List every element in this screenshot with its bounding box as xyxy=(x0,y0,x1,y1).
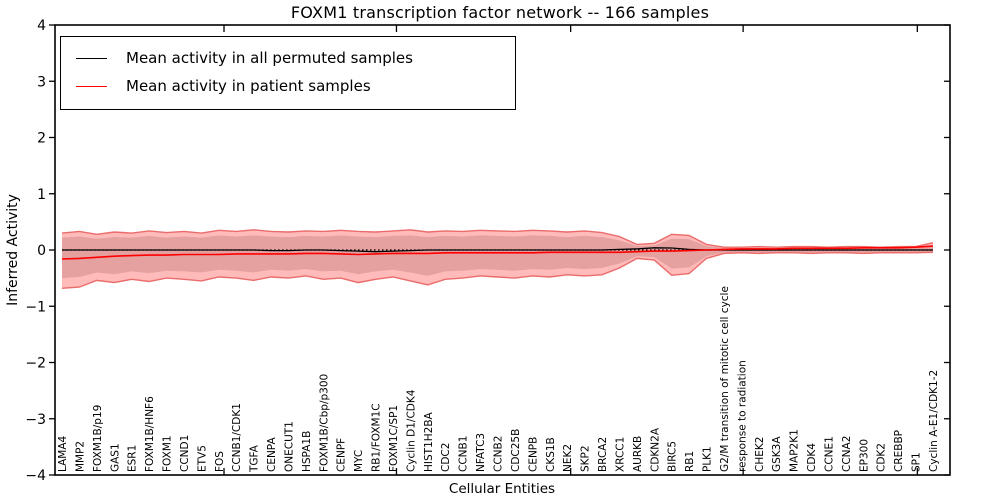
patient-std-band xyxy=(62,229,933,289)
x-category-label: FOXM1B/HNF6 xyxy=(144,396,156,472)
x-category-label: ESR1 xyxy=(127,445,139,472)
x-category-label: CCNB1 xyxy=(458,436,470,472)
x-category-label: TGFA xyxy=(249,444,261,473)
y-tick-label: 2 xyxy=(37,131,46,147)
x-category-label: FOS xyxy=(214,451,226,472)
x-category-label: MMP2 xyxy=(74,441,86,472)
x-category-label: CDK2 xyxy=(876,443,888,472)
permuted-std-band xyxy=(62,235,933,279)
x-category-label: LAMA4 xyxy=(57,435,69,472)
x-category-label: CENPA xyxy=(266,437,278,472)
x-category-label: HIST1H2BA xyxy=(423,411,435,472)
y-axis-label: Inferred Activity xyxy=(5,194,21,306)
x-category-label: BRCA2 xyxy=(597,437,609,472)
x-category-label: ETV5 xyxy=(196,445,208,472)
x-category-label: GAS1 xyxy=(109,443,121,472)
legend-item-permuted: Mean activity in all permuted samples xyxy=(71,44,505,72)
x-category-label: Cyclin A-E1/CDK1-2 xyxy=(928,370,940,472)
x-category-label: BIRC5 xyxy=(667,441,679,472)
y-tick-label: −3 xyxy=(25,412,46,428)
x-category-label: AURKB xyxy=(632,436,644,472)
y-tick-label: 4 xyxy=(37,18,46,34)
x-category-label: CDC25B xyxy=(510,429,522,472)
patient-mean-line xyxy=(61,245,934,260)
x-category-label: MYC xyxy=(353,450,365,472)
y-tick-label: −2 xyxy=(25,356,46,372)
x-category-label: SKP2 xyxy=(580,445,592,472)
x-category-label: SP1 xyxy=(911,452,923,472)
x-category-label: CDC2 xyxy=(440,443,452,472)
x-category-label: FOXM1B/p19 xyxy=(92,405,104,472)
x-category-label: NFATC3 xyxy=(475,433,487,472)
y-tick-label: −4 xyxy=(25,468,46,484)
x-category-label: FOXM1B/Cbp/p300 xyxy=(318,374,330,472)
x-category-label: CCND1 xyxy=(179,435,191,472)
x-category-label: GSK3A xyxy=(771,436,783,472)
x-category-label: ONECUT1 xyxy=(283,421,295,472)
legend-line-sample-red xyxy=(76,85,107,87)
x-category-label: response to radiation xyxy=(736,360,748,472)
x-category-label: Cyclin D1/CDK4 xyxy=(405,389,417,472)
x-category-label: NEK2 xyxy=(562,444,574,472)
x-category-label: CREBBP xyxy=(893,430,905,472)
x-category-label: HSPA1B xyxy=(301,431,313,472)
x-axis-label: Cellular Entities xyxy=(448,481,556,497)
patient-std-band-upper-edge xyxy=(61,229,934,248)
y-tick-label: −1 xyxy=(25,299,46,315)
x-category-label: XRCC1 xyxy=(614,437,626,472)
y-tick-label: 0 xyxy=(37,243,46,259)
permuted-mean-line xyxy=(62,247,933,253)
x-category-label: CDK4 xyxy=(806,443,818,472)
x-category-label: CCNA2 xyxy=(841,436,853,472)
x-category-label: CENPB xyxy=(527,437,539,472)
chart-title: FOXM1 transcription factor network -- 16… xyxy=(290,3,710,22)
y-tick-label: 3 xyxy=(37,74,46,90)
x-category-label: CKS1B xyxy=(545,437,557,472)
x-category-label: CDKN2A xyxy=(649,427,661,472)
x-category-label: CCNB1/CDK1 xyxy=(231,403,243,472)
x-category-label: FOXM1 xyxy=(162,435,174,472)
x-category-label: RB1 xyxy=(684,451,696,472)
x-category-label: CCNB2 xyxy=(493,436,505,472)
legend-line-sample-black xyxy=(76,57,107,59)
legend-item-label: Mean activity in patient samples xyxy=(126,77,371,95)
x-category-label: EP300 xyxy=(858,439,870,472)
patient-std-band-lower-edge xyxy=(61,251,934,289)
legend-item-label: Mean activity in all permuted samples xyxy=(126,49,413,67)
x-category-label: PLK1 xyxy=(702,446,714,472)
x-category-label: G2/M transition of mitotic cell cycle xyxy=(719,286,731,472)
x-category-label: CHEK2 xyxy=(754,437,766,472)
legend-item-patient: Mean activity in patient samples xyxy=(71,72,505,100)
x-category-label: FOXM1C/SP1 xyxy=(388,405,400,472)
x-category-label: CCNE1 xyxy=(823,436,835,472)
x-category-label: RB1/FOXM1C xyxy=(371,403,383,472)
x-category-label: CENPF xyxy=(336,438,348,472)
legend: Mean activity in all permuted samples Me… xyxy=(60,36,516,110)
x-category-label: MAP2K1 xyxy=(789,429,801,472)
y-tick-label: 1 xyxy=(37,187,46,203)
